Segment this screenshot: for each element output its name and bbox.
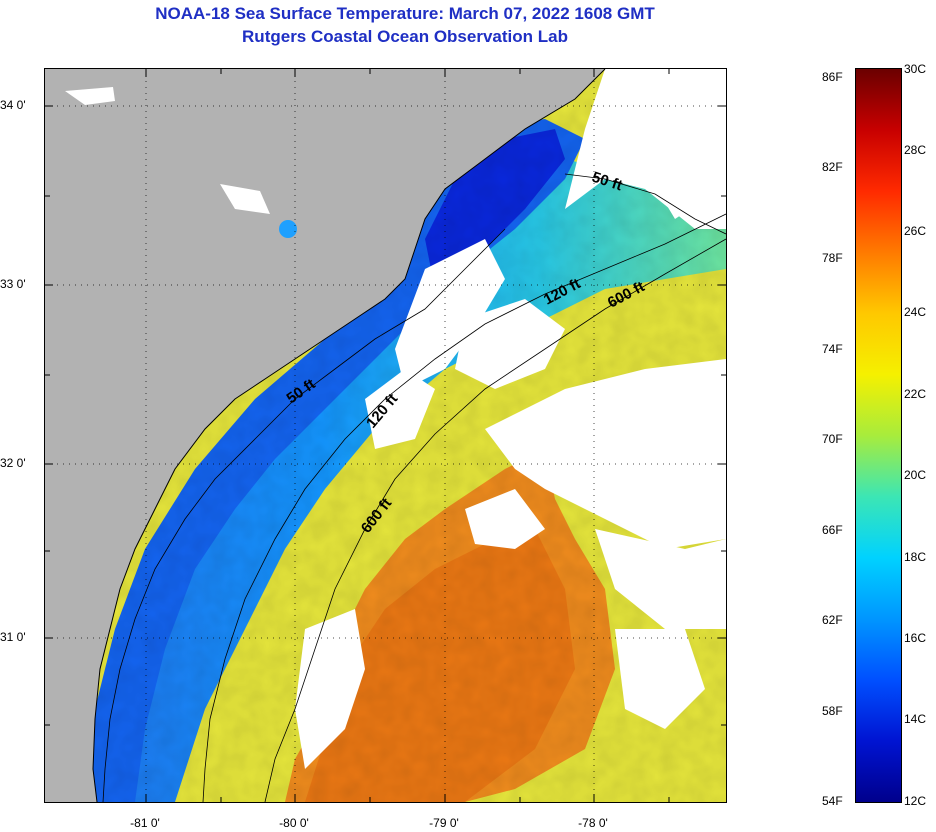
lon-label-78: -78 0' [578,816,608,830]
colorbar-c-label: 18C [904,550,927,564]
graticule [45,69,726,802]
inland-cloud [65,87,270,214]
coastline [92,69,606,802]
isobath-120ft [202,213,726,802]
lon-label-80: -80 0' [279,816,309,830]
temperature-colorbar [855,68,902,803]
lat-label-33: 33 0' [0,277,26,291]
colorbar-f-label: 54F [822,794,843,808]
map-title: NOAA-18 Sea Surface Temperature: March 0… [155,4,655,23]
isobath-600ft [264,238,726,802]
lon-label-79: -79 0' [429,816,459,830]
colorbar-c-label: 16C [904,631,927,645]
colorbar-f-label: 70F [822,432,843,446]
sst-map: 50 ft 120 ft 600 ft 50 ft 120 ft 600 ft [44,68,727,803]
map-subtitle: Rutgers Coastal Ocean Observation Lab [242,27,568,46]
colorbar-f-label: 78F [822,251,843,265]
colorbar-f-label: 86F [822,70,843,84]
land [45,69,605,802]
colorbar-f-label: 82F [822,160,843,174]
frame-ticks [45,69,726,802]
colorbar-f-label: 74F [822,342,843,356]
colorbar-c-label: 28C [904,143,927,157]
colorbar-c-label: 12C [904,794,927,808]
colorbar-c-label: 20C [904,468,927,482]
colorbar-f-label: 66F [822,523,843,537]
colorbar-c-label: 14C [904,712,927,726]
lat-label-34: 34 0' [0,98,26,112]
colorbar-c-label: 24C [904,305,927,319]
lat-label-31: 31 0' [0,630,26,644]
colorbar-c-label: 26C [904,224,927,238]
colorbar-f-label: 62F [822,613,843,627]
colorbar-c-label: 22C [904,387,927,401]
colorbar-f-label: 58F [822,704,843,718]
colorbar-c-label: 30C [904,62,927,76]
lon-label-81: -81 0' [130,816,160,830]
lake-marion [279,220,297,238]
lat-label-32: 32 0' [0,456,26,470]
cloud-cover [45,69,726,802]
